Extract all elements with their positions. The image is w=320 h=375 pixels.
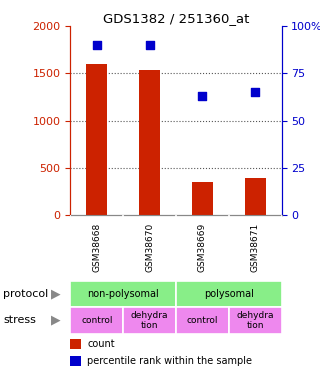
Text: percentile rank within the sample: percentile rank within the sample — [87, 356, 252, 366]
Point — [253, 89, 258, 95]
Title: GDS1382 / 251360_at: GDS1382 / 251360_at — [103, 12, 249, 25]
Point — [94, 42, 100, 48]
Bar — [70, 356, 81, 366]
Bar — [70, 307, 123, 333]
Point — [200, 93, 205, 99]
Bar — [86, 64, 108, 215]
Text: dehydra
tion: dehydra tion — [236, 310, 274, 330]
Text: GSM38669: GSM38669 — [198, 223, 207, 272]
Bar — [229, 307, 282, 333]
Bar — [192, 182, 213, 215]
Point — [147, 42, 152, 48]
Text: control: control — [187, 316, 218, 325]
Bar — [176, 307, 229, 333]
Bar — [70, 281, 176, 307]
Text: non-polysomal: non-polysomal — [87, 289, 159, 299]
Text: ▶: ▶ — [51, 288, 61, 300]
Text: protocol: protocol — [3, 289, 48, 299]
Text: GSM38668: GSM38668 — [92, 223, 101, 272]
Text: GSM38671: GSM38671 — [251, 223, 260, 272]
Text: polysomal: polysomal — [204, 289, 254, 299]
Bar — [245, 178, 266, 215]
Bar — [176, 281, 282, 307]
Text: dehydra
tion: dehydra tion — [131, 310, 168, 330]
Text: stress: stress — [3, 315, 36, 326]
Bar — [123, 307, 176, 333]
Bar — [139, 70, 160, 215]
Bar — [70, 339, 81, 349]
Text: count: count — [87, 339, 115, 349]
Text: GSM38670: GSM38670 — [145, 223, 154, 272]
Text: ▶: ▶ — [51, 314, 61, 327]
Text: control: control — [81, 316, 113, 325]
